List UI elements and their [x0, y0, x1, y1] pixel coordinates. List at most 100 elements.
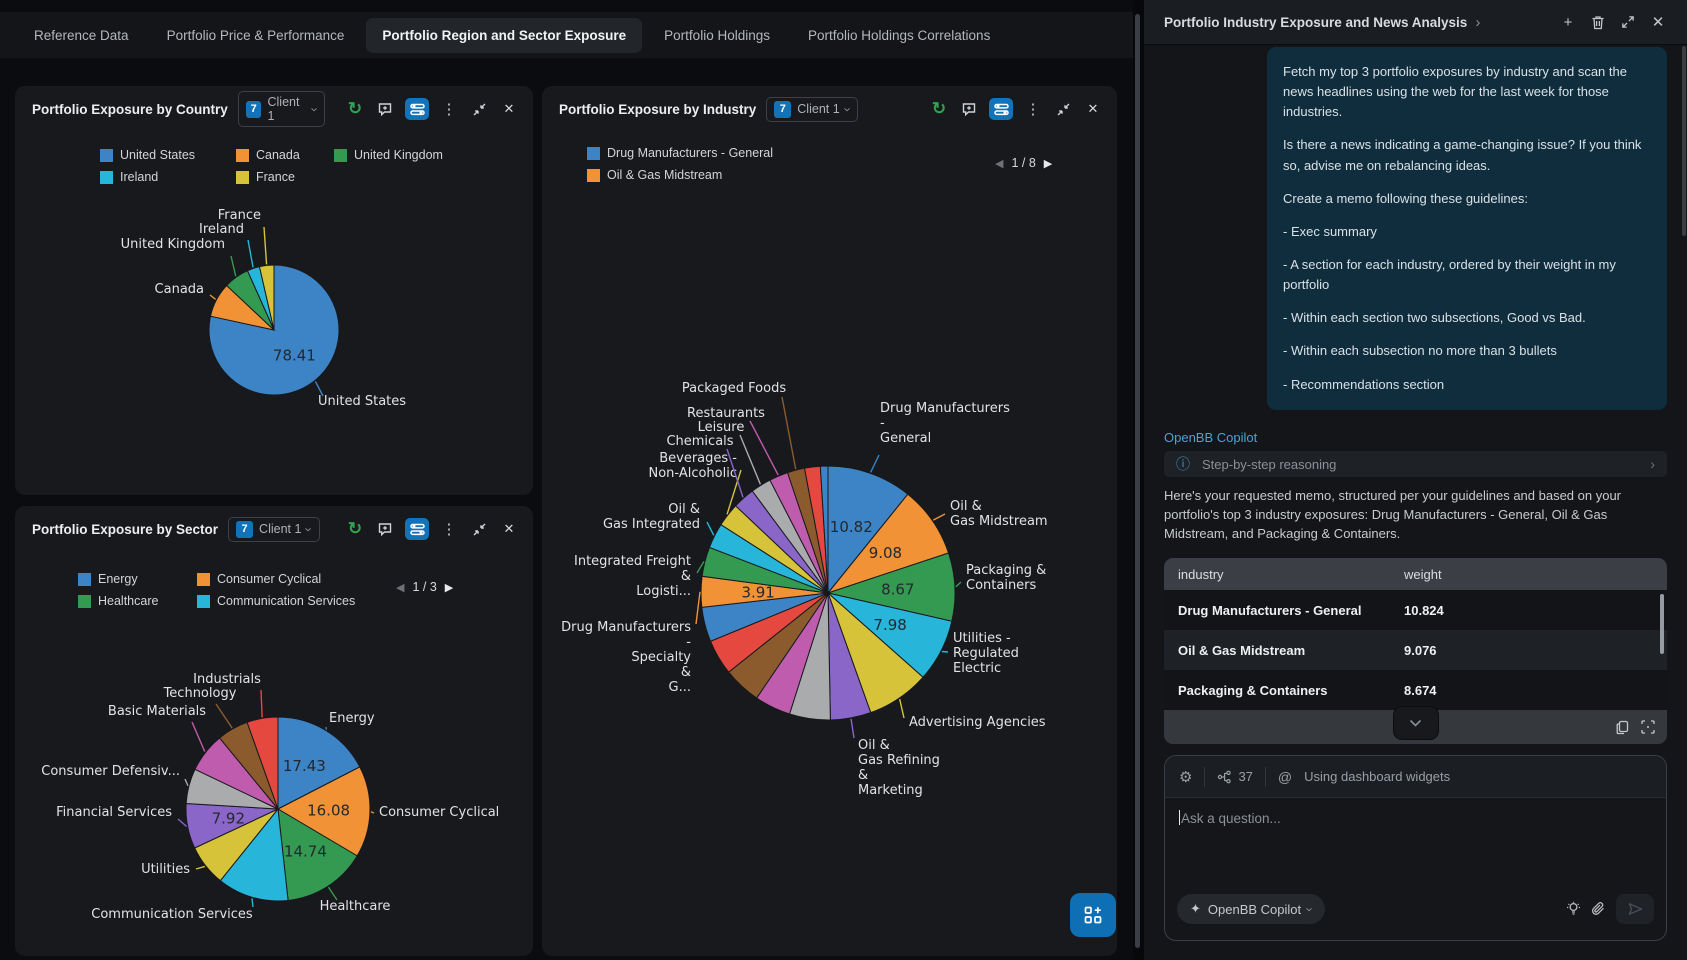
pie-slice[interactable]: [219, 807, 289, 902]
pie-slice[interactable]: [277, 808, 358, 901]
more-menu-icon[interactable]: ⋮: [1025, 101, 1041, 118]
close-panel-icon[interactable]: ✕: [1651, 14, 1665, 31]
panel-scrollbar-thumb[interactable]: [1682, 46, 1686, 236]
slice-callout-label: Beverages -Non-Alcoholic: [649, 451, 738, 481]
slice-callout-label: Healthcare: [320, 899, 391, 914]
legend-item[interactable]: Communication Services: [197, 594, 355, 608]
suggestions-icon[interactable]: [1566, 901, 1581, 917]
expand-panel-icon[interactable]: [1617, 11, 1639, 33]
widget-header: Portfolio Exposure by Country 7 Client 1…: [15, 86, 533, 132]
comment-add-icon[interactable]: [375, 519, 395, 539]
copilot-panel-header: Portfolio Industry Exposure and News Ana…: [1144, 0, 1687, 44]
slice-callout-label: Packaging & Containers: [966, 563, 1046, 593]
collapse-icon[interactable]: [469, 519, 489, 539]
refresh-icon[interactable]: ↻: [347, 519, 363, 538]
label-leader-line: [898, 698, 905, 719]
legend-item[interactable]: Drug Manufacturers - General: [587, 146, 773, 160]
table-expand-rows-button[interactable]: [1392, 706, 1439, 740]
widget-settings-icon[interactable]: [405, 518, 429, 540]
page-prev-icon[interactable]: ◀: [396, 581, 405, 594]
model-selector[interactable]: ✦ OpenBB Copilot ›: [1177, 894, 1326, 924]
context-sources-button[interactable]: 37: [1217, 769, 1253, 784]
conversation-title[interactable]: Portfolio Industry Exposure and News Ana…: [1164, 14, 1468, 30]
client-selector[interactable]: 7 Client 1 ›: [228, 516, 320, 542]
tab-reference-data[interactable]: Reference Data: [34, 27, 129, 43]
legend-label: United States: [120, 148, 196, 162]
close-icon[interactable]: ✕: [1087, 101, 1099, 116]
legend-swatch: [587, 146, 600, 160]
gear-icon[interactable]: ⚙: [1179, 768, 1193, 786]
widget-title: Portfolio Exposure by Industry: [559, 101, 757, 117]
legend-item[interactable]: Oil & Gas Midstream: [587, 168, 773, 182]
user-message-paragraph: - Recommendations section: [1283, 376, 1445, 392]
sector-pie-chart[interactable]: 17.43 Energy 16.08 Consumer Cyclical 14.74 He…: [15, 506, 533, 956]
tab-portfolio-region-and-sector-exposure[interactable]: Portfolio Region and Sector Exposure: [366, 17, 643, 53]
page-next-icon[interactable]: ▶: [444, 581, 454, 594]
copy-table-icon[interactable]: [1616, 720, 1629, 735]
label-leader-line: [941, 650, 949, 653]
more-menu-icon[interactable]: ⋮: [441, 101, 457, 118]
slice-value-label: 14.74: [284, 843, 327, 861]
legend-item[interactable]: Healthcare: [78, 594, 197, 608]
chart-legend: United States Canada United Kingdom Ireland…: [100, 148, 443, 184]
label-leader-line: [955, 581, 962, 588]
refresh-icon[interactable]: ↻: [931, 99, 947, 118]
new-chat-icon[interactable]: +: [1563, 13, 1573, 31]
collapse-icon[interactable]: [1053, 99, 1073, 119]
comment-add-icon[interactable]: [375, 99, 395, 119]
scrollbar-thumb[interactable]: [1135, 14, 1140, 948]
widget-title: Portfolio Exposure by Country: [32, 101, 228, 117]
pie-slice[interactable]: [277, 716, 361, 810]
page-prev-icon[interactable]: ◀: [995, 157, 1004, 170]
slice-callout-label: Oil & Gas Integrated: [603, 502, 700, 532]
tab-portfolio-holdings[interactable]: Portfolio Holdings: [664, 27, 770, 43]
send-button[interactable]: [1616, 894, 1654, 924]
slice-value-label: 9.08: [869, 544, 902, 562]
refresh-icon[interactable]: ↻: [347, 99, 363, 118]
user-message-bubble: Fetch my top 3 portfolio exposures by in…: [1267, 47, 1667, 410]
more-menu-icon[interactable]: ⋮: [441, 521, 457, 538]
legend-swatch: [100, 148, 113, 162]
mention-icon[interactable]: @: [1277, 768, 1293, 785]
pie-slice[interactable]: [208, 264, 340, 396]
page-next-icon[interactable]: ▶: [1043, 157, 1053, 170]
legend-item[interactable]: Energy: [78, 572, 197, 586]
client-selector[interactable]: 7 Client 1 ›: [766, 96, 859, 122]
table-scrollbar-thumb[interactable]: [1660, 594, 1664, 654]
slice-value-label: 7.98: [873, 616, 906, 634]
chevron-right-icon[interactable]: ›: [1475, 13, 1481, 31]
widget-settings-icon[interactable]: [405, 98, 429, 120]
slice-callout-label: Utilities: [141, 862, 190, 877]
widget-exposure-by-industry: 10.82 Drug Manufacturers -General 9.08 Oil &…: [542, 86, 1117, 956]
trash-icon[interactable]: [1587, 11, 1609, 33]
close-icon[interactable]: ✕: [503, 101, 515, 116]
pie-slice[interactable]: [276, 766, 371, 857]
dashboard-scrollbar[interactable]: [1133, 0, 1144, 960]
pie-slice[interactable]: [246, 716, 279, 810]
widget-settings-icon[interactable]: [989, 98, 1013, 120]
pie-slice[interactable]: [258, 264, 275, 331]
question-input[interactable]: Ask a question...: [1165, 798, 1666, 894]
slice-value-label: 10.82: [830, 518, 873, 536]
attach-file-icon[interactable]: [1591, 901, 1606, 917]
tab-portfolio-holdings-correlations[interactable]: Portfolio Holdings Correlations: [807, 27, 991, 43]
client-selector[interactable]: 7 Client 1 ›: [237, 91, 325, 127]
industry-pie-chart[interactable]: 10.82 Drug Manufacturers -General 9.08 Oil &…: [542, 86, 1117, 956]
close-icon[interactable]: ✕: [503, 521, 515, 536]
tab-portfolio-price-performance[interactable]: Portfolio Price & Performance: [166, 27, 345, 43]
slice-callout-label: Communication Services: [91, 907, 253, 922]
legend-item[interactable]: Canada: [236, 148, 334, 162]
pie-slice[interactable]: [819, 465, 829, 594]
legend-item[interactable]: United States: [100, 148, 236, 162]
expand-table-icon[interactable]: [1641, 720, 1655, 734]
pie-slice[interactable]: [827, 465, 909, 595]
reasoning-accordion[interactable]: ⓘ Step-by-step reasoning ›: [1164, 451, 1667, 477]
add-widget-button[interactable]: [1070, 893, 1116, 937]
comment-add-icon[interactable]: [959, 99, 979, 119]
legend-item[interactable]: France: [236, 170, 334, 184]
collapse-icon[interactable]: [469, 99, 489, 119]
legend-item[interactable]: Ireland: [100, 170, 236, 184]
legend-item[interactable]: Consumer Cyclical: [197, 572, 355, 586]
legend-item[interactable]: United Kingdom: [334, 148, 443, 162]
